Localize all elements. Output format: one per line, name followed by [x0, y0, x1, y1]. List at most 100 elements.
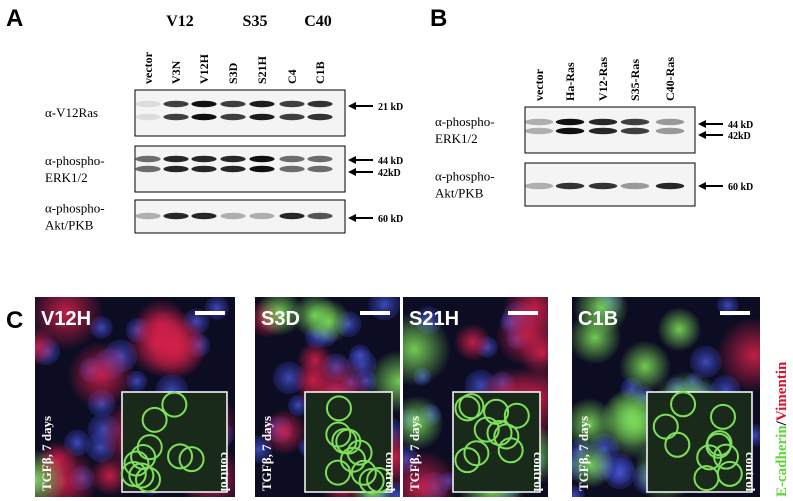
band — [191, 165, 217, 173]
micrograph: control S21H TGFβ, 7 days — [403, 297, 548, 497]
blot-label: α-phospho- — [45, 153, 105, 168]
lane-label: Ha-Ras — [563, 62, 577, 101]
inset-cell — [493, 423, 520, 450]
image-name: S21H — [409, 308, 459, 330]
band — [220, 165, 246, 173]
band — [163, 100, 189, 108]
stain — [292, 297, 338, 338]
inset-label: control — [531, 452, 546, 492]
blot-label: α-V12Ras — [45, 105, 98, 120]
band — [220, 155, 246, 163]
cell — [689, 345, 722, 378]
band — [655, 127, 685, 135]
band — [307, 155, 333, 163]
blot-label: α-phospho- — [435, 169, 495, 184]
inset-cell — [713, 443, 740, 470]
stain — [67, 341, 136, 410]
cell — [572, 485, 585, 497]
band — [307, 165, 333, 173]
marker-label: 21 kD — [378, 102, 403, 113]
image-name: S3D — [261, 308, 300, 330]
lane-label: vector — [532, 68, 546, 101]
legend-item: E-cadherin — [774, 425, 790, 497]
band — [163, 212, 189, 220]
blot-label: Akt/PKB — [435, 186, 484, 201]
band — [249, 155, 275, 163]
micrograph: control V12H TGFβ, 7 days — [35, 297, 235, 497]
cell — [204, 297, 229, 320]
band — [620, 127, 650, 135]
band — [163, 165, 189, 173]
lane-label: S3D — [226, 62, 240, 84]
inset-cell — [473, 416, 500, 443]
band — [307, 212, 333, 220]
inset-cell — [161, 391, 188, 418]
group-label: V12 — [166, 13, 194, 30]
lane-label: V12-Ras — [596, 57, 610, 101]
inset-cell — [503, 402, 530, 429]
band — [279, 155, 305, 163]
inset-label: control — [383, 452, 398, 492]
lane-label: S35-Ras — [628, 59, 642, 101]
stain — [657, 307, 702, 352]
inset-cell — [670, 391, 697, 418]
inset-cell — [454, 447, 481, 474]
inset-cell — [123, 450, 150, 477]
band — [191, 113, 217, 121]
blot-label: Akt/PKB — [45, 218, 94, 233]
inset-cell — [710, 403, 737, 430]
treatment-label: TGFβ, 7 days — [39, 416, 54, 491]
band — [135, 155, 161, 163]
image-name: V12H — [41, 308, 91, 330]
lane-label: vector — [141, 51, 155, 84]
group-label: C40 — [304, 13, 332, 30]
stain — [572, 441, 615, 489]
band — [220, 212, 246, 220]
band — [588, 127, 618, 135]
band — [163, 113, 189, 121]
band — [524, 182, 554, 190]
band — [249, 113, 275, 121]
inset-label: control — [743, 452, 758, 492]
band — [135, 165, 161, 173]
band — [655, 182, 685, 190]
treatment-label: TGFβ, 7 days — [259, 416, 274, 491]
marker-label: 60 kD — [378, 214, 403, 225]
stain — [136, 308, 209, 381]
blot-label: ERK1/2 — [435, 131, 478, 146]
treatment-label: TGFβ, 7 days — [407, 416, 422, 491]
band — [163, 155, 189, 163]
panel-label: A — [6, 5, 23, 32]
arrow-head — [348, 156, 356, 164]
arrow-head — [348, 214, 356, 222]
arrow-head — [698, 120, 706, 128]
band — [279, 212, 305, 220]
inset-cell — [454, 395, 481, 422]
inset — [121, 391, 228, 493]
stain — [572, 310, 622, 365]
band — [655, 118, 685, 126]
band — [620, 182, 650, 190]
lane-label: C1B — [313, 61, 327, 84]
band — [220, 100, 246, 108]
stain — [403, 312, 451, 387]
marker-label: 44 kD — [378, 156, 403, 167]
inset-cell — [324, 459, 351, 486]
image-name: C1B — [578, 308, 618, 330]
lane-label: V12H — [197, 53, 211, 84]
band — [135, 212, 161, 220]
band — [524, 118, 554, 126]
inset-cell — [178, 446, 205, 473]
stain — [35, 327, 57, 367]
band — [555, 118, 585, 126]
inset-cell — [350, 459, 377, 486]
band — [135, 100, 161, 108]
inset-cell — [696, 444, 723, 471]
band — [620, 118, 650, 126]
legend: E-cadherin/Vimentin — [774, 361, 790, 497]
inset-cell — [128, 462, 155, 489]
micrograph: control C1B TGFβ, 7 days — [572, 297, 760, 497]
group-label: S35 — [243, 13, 268, 30]
stain — [89, 455, 131, 497]
